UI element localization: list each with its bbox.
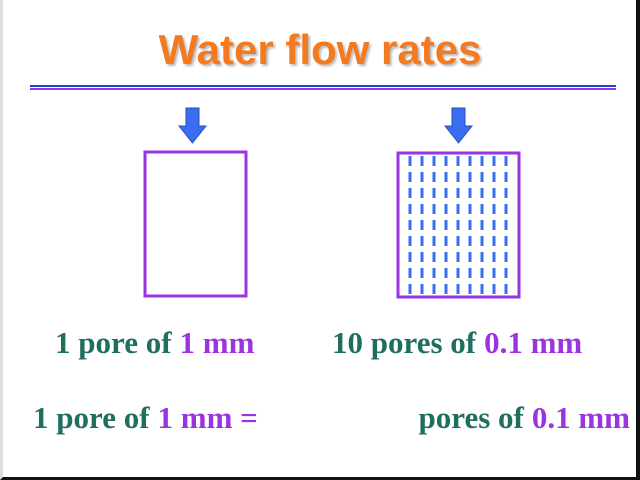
single-pore-box (143, 150, 248, 298)
caption-text: 10 pores of (332, 325, 477, 360)
arrow (443, 107, 474, 144)
equation-left: 1 pore of 1 mm = (33, 400, 258, 436)
caption-highlight: 1 mm (179, 325, 255, 360)
caption: 10 pores of 0.1 mm (332, 325, 582, 361)
multi-pore-box (396, 151, 521, 299)
caption-highlight: 0.1 mm (484, 325, 583, 360)
equation-text: pores of (418, 400, 524, 435)
caption: 1 pore of 1 mm (55, 325, 254, 361)
arrow (177, 107, 208, 144)
equation-text: 1 pore of (33, 400, 150, 435)
pores (408, 156, 508, 295)
equation-highlight: 1 mm = (157, 400, 258, 435)
equation-right: pores of 0.1 mm (419, 400, 631, 436)
equation-highlight: 0.1 mm (531, 400, 630, 435)
caption-text: 1 pore of (55, 325, 172, 360)
title: Water flow rates (158, 26, 482, 73)
